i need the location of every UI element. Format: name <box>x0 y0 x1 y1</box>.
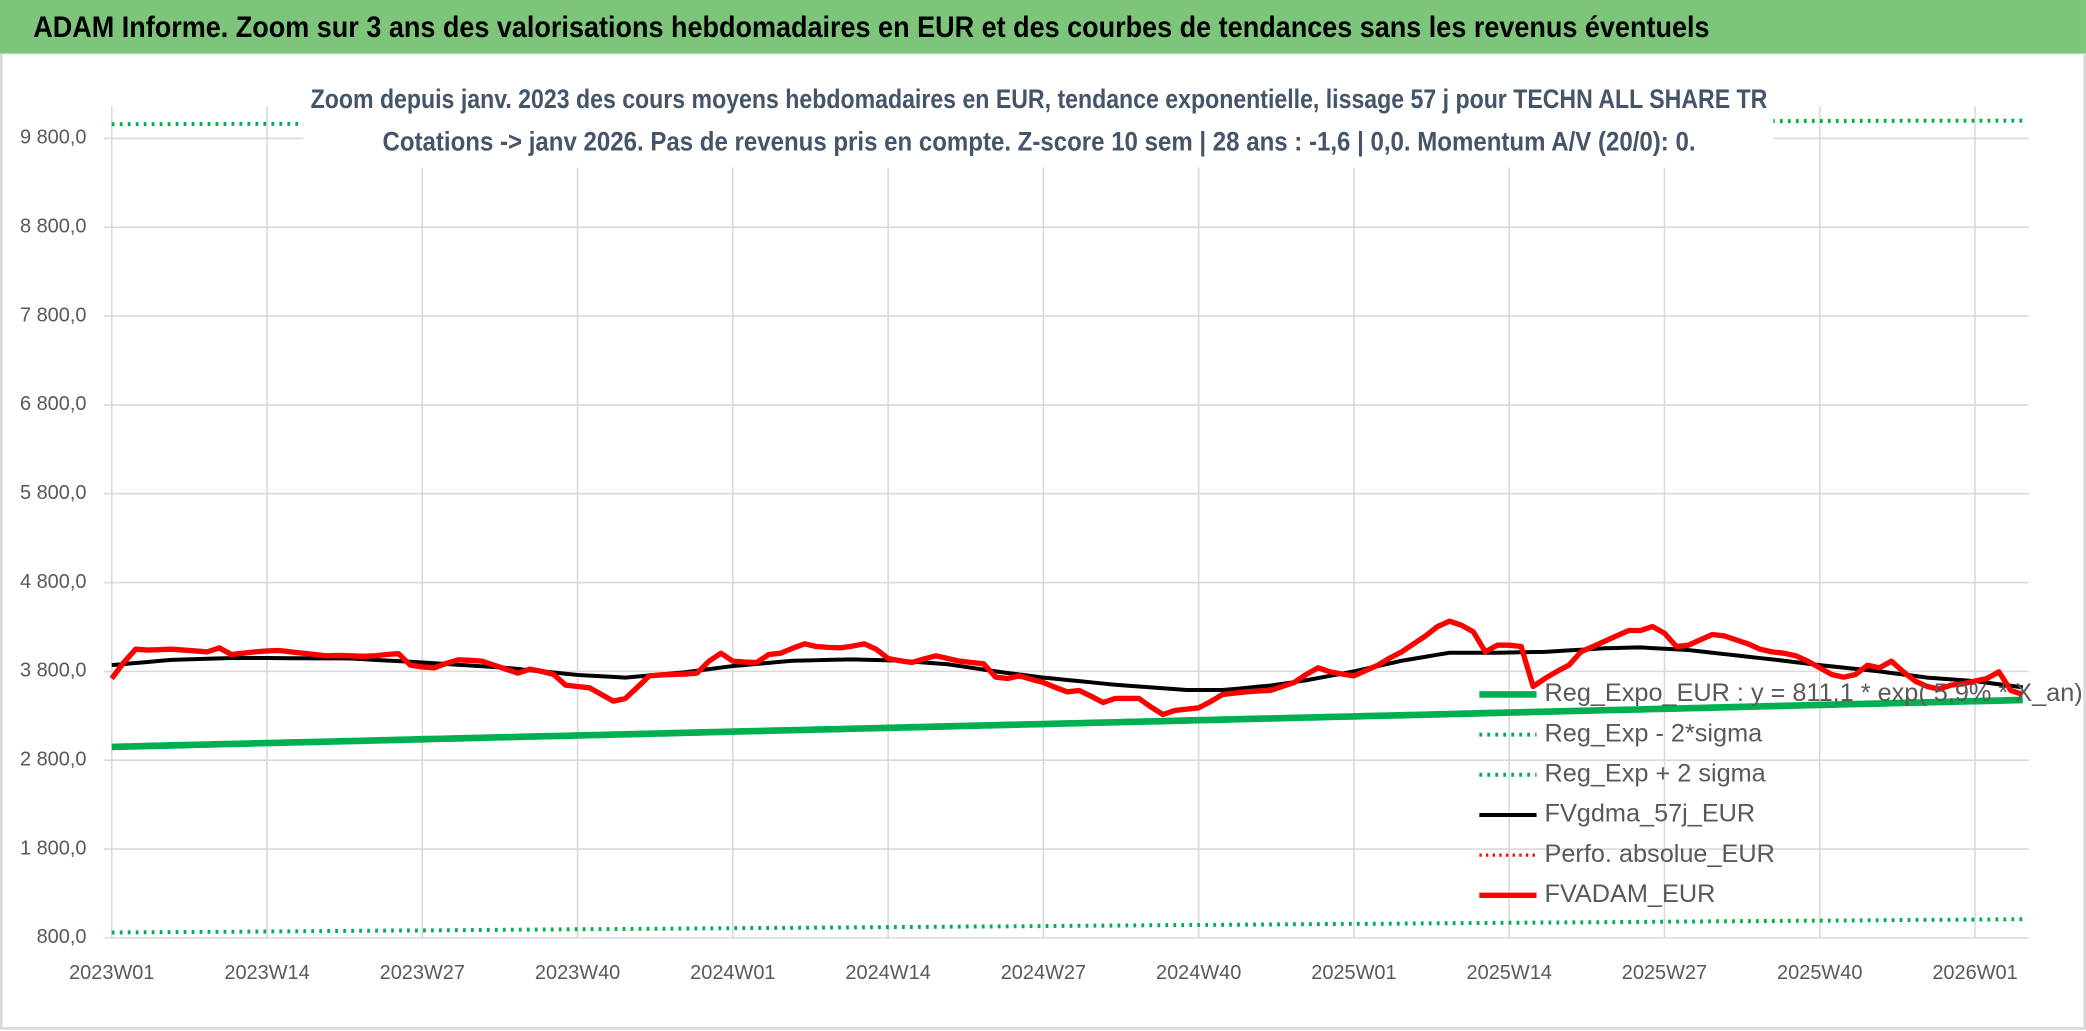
x-tick-label: 2025W27 <box>1622 962 1707 984</box>
x-tick-label: 2024W27 <box>1001 962 1086 984</box>
y-tick-label: 2 800,0 <box>20 748 87 770</box>
series-line <box>109 618 2024 718</box>
x-tick-label: 2026W01 <box>1932 962 2017 984</box>
legend-label: Reg_Exp + 2 sigma <box>1545 759 1767 787</box>
legend-label: Perfo. absolue_EUR <box>1545 840 1775 868</box>
chart-subtitle: Cotations -> janv 2026. Pas de revenus p… <box>382 127 1695 157</box>
y-tick-label: 7 800,0 <box>20 304 87 326</box>
plot-area: 800,0 1 800,0 2 800,0 3 800,0 4 800,0 5 800,0… <box>20 106 2029 984</box>
legend-label: Reg_Exp - 2*sigma <box>1545 719 1764 747</box>
x-tick-label: 2025W01 <box>1311 962 1396 984</box>
overlay: Zoom depuis janv. 2023 des cours moyens … <box>303 77 2083 908</box>
chart-subtitle: Zoom depuis janv. 2023 des cours moyens … <box>311 84 1768 114</box>
x-tick-label: 2025W40 <box>1777 962 1862 984</box>
x-tick-label: 2025W14 <box>1467 962 1552 984</box>
y-tick-label: 9 800,0 <box>20 127 87 149</box>
subtitle-background <box>303 77 1774 168</box>
x-tick-label: 2024W14 <box>845 962 930 984</box>
x-tick-label: 2023W14 <box>224 962 309 984</box>
y-tick-label: 4 800,0 <box>20 571 87 593</box>
chart-title: ADAM Informe. Zoom sur 3 ans des valoris… <box>33 12 1709 44</box>
header-band <box>0 0 2086 54</box>
y-tick-label: 5 800,0 <box>20 482 87 504</box>
series-line <box>111 645 2024 693</box>
x-tick-label: 2024W40 <box>1156 962 1241 984</box>
series-line <box>111 696 2023 751</box>
x-tick-label: 2023W01 <box>69 962 154 984</box>
y-tick-label: 800,0 <box>37 926 87 948</box>
legend-label: Reg_Expo_EUR : y = 811,1 * exp( 5,9% * X… <box>1545 679 2083 707</box>
legend-label: FVADAM_EUR <box>1545 880 1716 908</box>
y-tick-label: 3 800,0 <box>20 660 87 682</box>
y-tick-label: 6 800,0 <box>20 393 87 415</box>
y-tick-label: 8 800,0 <box>20 215 87 237</box>
x-tick-label: 2023W40 <box>535 962 620 984</box>
x-tick-label: 2023W27 <box>380 962 465 984</box>
y-tick-label: 1 800,0 <box>20 837 87 859</box>
x-tick-label: 2024W01 <box>690 962 775 984</box>
legend-label: FVgdma_57j_EUR <box>1545 800 1756 828</box>
